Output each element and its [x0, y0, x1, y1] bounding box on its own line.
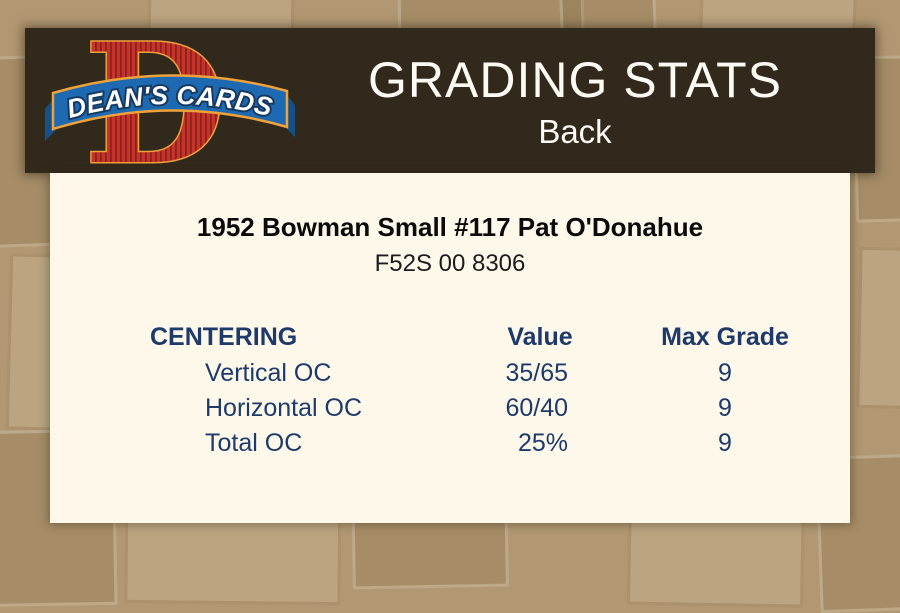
column-header-max-grade: Max Grade: [661, 323, 789, 351]
card-title: 1952 Bowman Small #117 Pat O'Donahue: [196, 212, 704, 242]
row-max-grade: 9: [718, 429, 732, 457]
row-value: 60/40: [505, 394, 568, 422]
row-label: Horizontal OC: [205, 394, 362, 422]
logo-ribbon-band: [51, 74, 289, 131]
background-card: [856, 246, 900, 411]
table-header-row: CENTERING Value Max Grade: [150, 319, 810, 356]
header-bar: D DEAN'S CARDS GRADING STATS Back: [25, 6, 875, 203]
column-header-centering: CENTERING: [150, 323, 298, 351]
page-subtitle-side: Back: [538, 112, 612, 150]
row-max-grade: 9: [718, 359, 732, 387]
table-row: Vertical OC 35/65 9: [150, 356, 810, 391]
table-row: Total OC 25% 9: [150, 426, 810, 461]
row-max-grade: 9: [718, 394, 732, 422]
column-header-value: Value: [507, 323, 573, 351]
deans-cards-logo-icon: D DEAN'S CARDS: [45, 6, 295, 203]
card-cert-code: F52S 00 8306: [374, 250, 526, 277]
centering-table: CENTERING Value Max Grade Vertical OC 35…: [150, 319, 810, 461]
row-label: Vertical OC: [205, 359, 332, 387]
table-row: Horizontal OC 60/40 9: [150, 391, 810, 426]
row-label: Total OC: [205, 429, 303, 457]
page-title: GRADING STATS: [368, 51, 782, 108]
row-value: 35/65: [505, 359, 568, 387]
row-value: 25%: [517, 429, 568, 457]
content-panel: 1952 Bowman Small #117 Pat O'Donahue F52…: [50, 173, 850, 523]
header-text-block: GRADING STATS Back: [275, 28, 875, 173]
